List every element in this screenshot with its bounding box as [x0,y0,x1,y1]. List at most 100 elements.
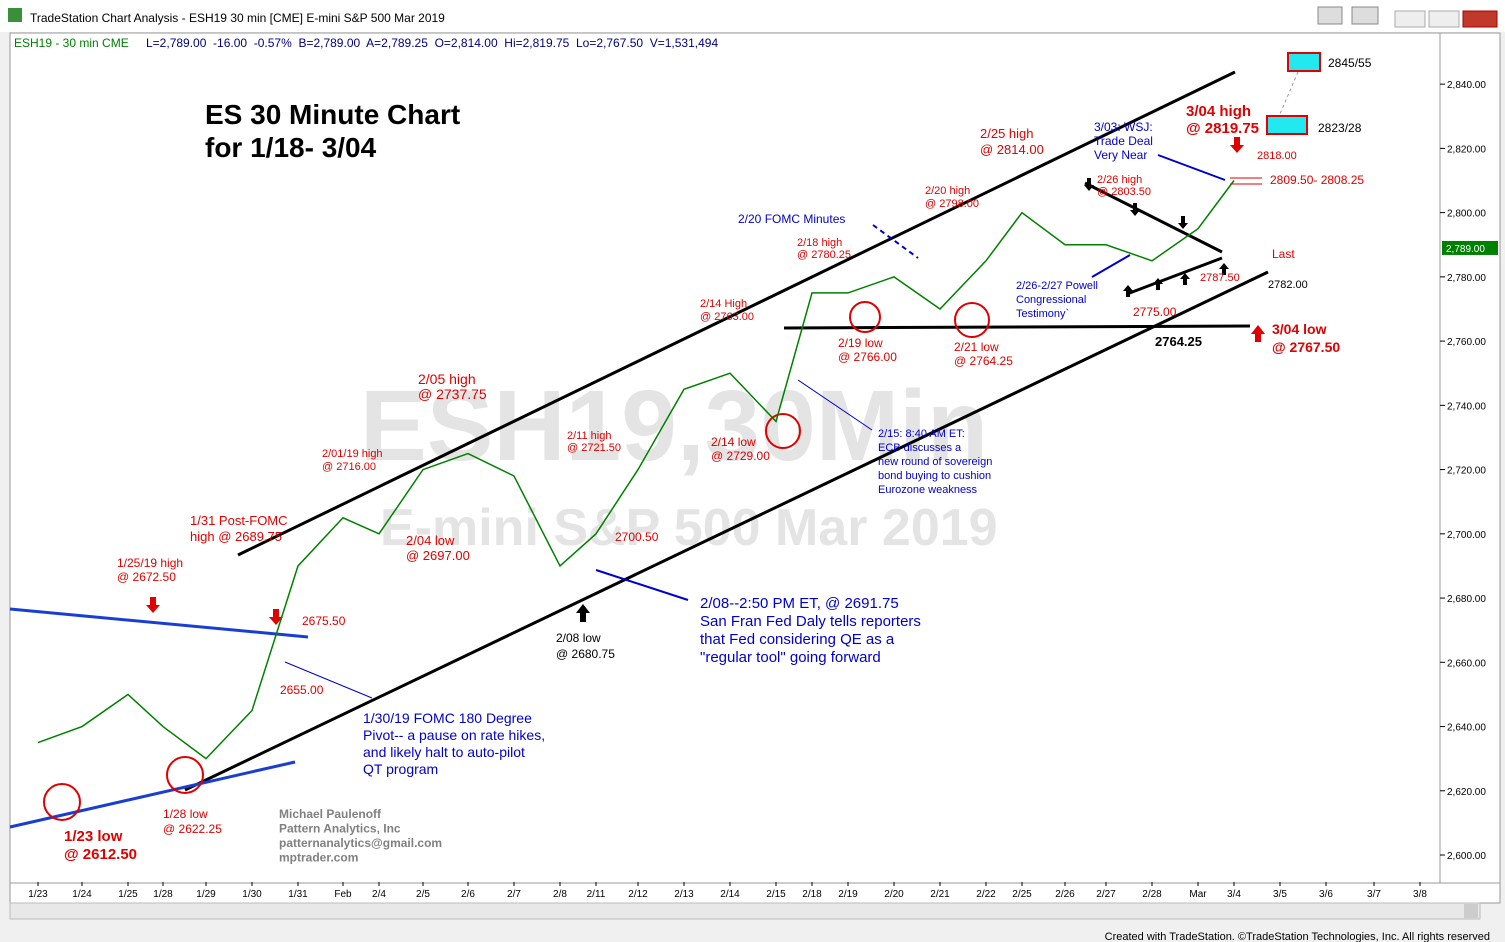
annotation: 2/08 low [556,631,601,645]
annotation: @ 2680.75 [556,647,615,661]
y-tick-label: 2,780.00 [1447,273,1486,284]
x-tick-label: 1/25 [118,889,138,900]
x-tick-label: 1/24 [72,889,92,900]
annotation: 2655.00 [280,683,324,697]
target-box [1287,52,1321,72]
annotation: 1/25/19 high [117,556,183,570]
annotation: ECB discusses a [878,442,962,454]
annotation: @ 2766.00 [838,350,897,364]
annotation: @ 2803.50 [1097,186,1151,198]
annotation: 2700.50 [615,530,659,544]
annotation: 2/11 high [567,430,611,442]
x-tick-label: Mar [1189,889,1207,900]
x-tick-label: 2/21 [930,889,950,900]
scroll-thumb[interactable] [1464,904,1478,918]
annotation: @ 2798.00 [925,198,979,210]
watermark: ESH19,30Min [360,370,988,482]
close-button[interactable] [1462,10,1498,28]
annotation: 1/30/19 FOMC 180 Degree [363,710,532,726]
annotation: high @ 2689.75 [190,529,282,544]
highlight-circle [166,756,204,794]
annotation: 2/14 low [711,435,756,449]
x-tick-label: 2/4 [372,889,386,900]
x-tick-label: 2/19 [838,889,858,900]
annotation: 3/04 low [1272,321,1327,337]
x-tick-label: 3/7 [1367,889,1381,900]
callout-line [797,379,873,431]
annotation: @ 2764.25 [954,354,1013,368]
annotation: that Fed considering QE as a [700,631,895,648]
arrow-up [1180,273,1190,285]
annotation: 2/05 high [418,371,476,387]
annotation: 2/19 low [838,336,883,350]
annotation: "regular tool" going forward [700,649,881,666]
y-tick-label: 2,600.00 [1447,851,1486,862]
channel-line [184,270,1269,792]
app-icon [8,8,22,22]
annotation: 2/20 high [925,185,970,197]
x-tick-label: 2/5 [416,889,430,900]
x-tick-label: 2/11 [587,889,606,900]
annotation: QT program [363,761,438,777]
x-tick-label: 3/4 [1227,889,1241,900]
x-tick-label: 2/13 [674,889,694,900]
highlight-circle [765,413,801,449]
menu-button[interactable] [1351,6,1379,25]
annotation: 2/26 high [1097,174,1142,186]
annotation: @ 2737.75 [418,386,487,402]
arrow-up [1219,263,1229,275]
annotation: San Fran Fed Daly tells reporters [700,613,921,630]
annotation: Testimony` [1016,308,1069,320]
annotation: 1/23 low [64,828,123,845]
annotation: 2775.00 [1133,305,1177,319]
x-tick-label: 1/31 [288,889,308,900]
watermark: E-mini S&P 500 Mar 2019 [380,499,998,557]
annotation: @ 2819.75 [1186,120,1259,137]
x-tick-label: 2/28 [1142,889,1162,900]
price-line [37,180,1235,760]
channel-line [237,70,1236,557]
maximize-button[interactable] [1428,10,1460,28]
y-tick-label: 2,800.00 [1447,209,1486,220]
annotation: 2/14 High [700,298,747,310]
x-tick-label: 1/23 [28,889,48,900]
y-tick-label: 2,620.00 [1447,787,1486,798]
arrow-down [1084,178,1094,191]
x-tick-label: 2/26 [1055,889,1075,900]
x-tick-label: 1/30 [242,889,262,900]
price-axis [1439,32,1501,884]
annotation: Very Near [1094,148,1147,162]
arrow-up [1123,285,1133,297]
x-tick-label: 2/18 [802,889,822,900]
minimize-button[interactable] [1394,10,1426,28]
arrow-down [1130,203,1140,216]
annotation: Eurozone weakness [878,484,978,496]
highlight-circle [849,301,881,333]
annotation: 2823/28 [1318,121,1362,135]
annotation: 2/20 FOMC Minutes [738,212,845,226]
scrollbar[interactable] [9,902,1481,920]
annotation: patternanalytics@gmail.com [279,836,442,850]
support-line [783,324,1251,330]
annotation: Congressional [1016,294,1086,306]
x-tick-label: 2/7 [507,889,521,900]
highlight-circle [43,783,81,821]
annotation: 2/18 high [797,237,842,249]
x-tick-label: 2/12 [628,889,648,900]
callout-line [1157,154,1226,181]
last-price-label: 2,789.00 [1446,244,1485,255]
arrow-up [1153,278,1163,290]
arrow-down [1178,216,1188,229]
plot: ESH19,30Min E-mini S&P 500 Mar 2019 [9,52,1372,865]
arrow-up [1251,325,1265,342]
menu-button[interactable] [1317,6,1343,25]
y-tick-label: 2,700.00 [1447,530,1486,541]
x-tick-label: 2/22 [976,889,996,900]
y-tick-label: 2,640.00 [1447,723,1486,734]
arrow-up [576,604,590,622]
annotation: 2/21 low [954,340,999,354]
x-tick-label: 2/15 [766,889,786,900]
annotation: 2764.25 [1155,334,1202,349]
annotation: 3/04 high [1186,103,1251,120]
annotation: mptrader.com [279,851,358,865]
